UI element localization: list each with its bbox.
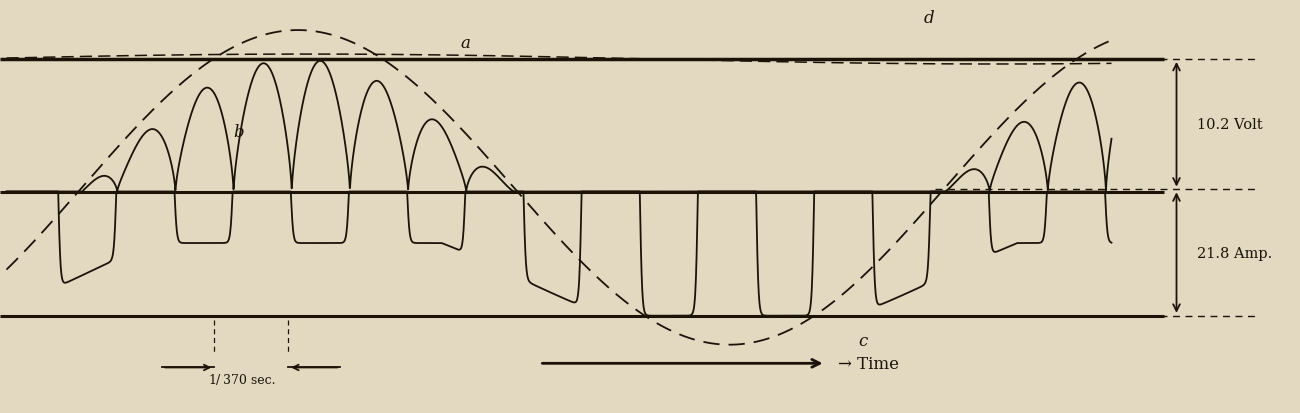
Text: a: a	[460, 35, 471, 52]
Text: 1/: 1/	[208, 373, 221, 386]
Text: c: c	[858, 332, 867, 349]
Text: → Time: → Time	[838, 355, 900, 372]
Text: d: d	[924, 10, 935, 27]
Text: b: b	[233, 123, 244, 141]
Text: 21.8 Amp.: 21.8 Amp.	[1197, 246, 1273, 260]
Text: 10.2 Volt: 10.2 Volt	[1197, 118, 1262, 132]
Text: 370 sec.: 370 sec.	[224, 373, 276, 386]
